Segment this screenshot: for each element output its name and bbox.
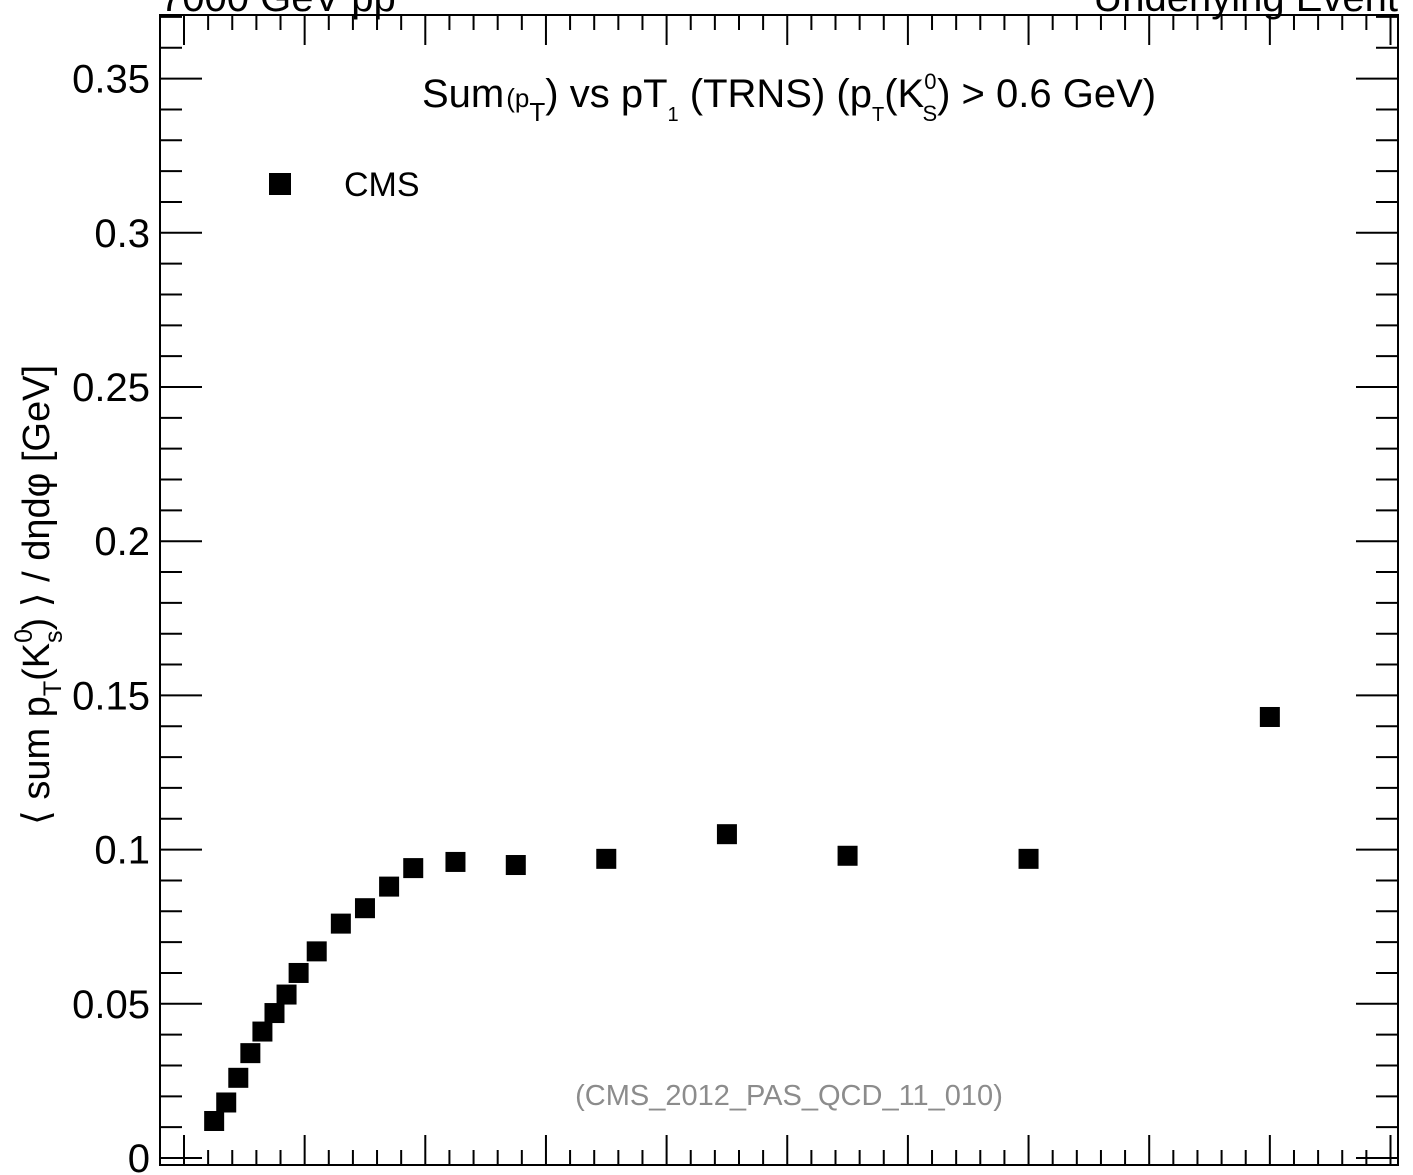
data-point — [403, 858, 424, 879]
y-tick-label: 0.1 — [94, 829, 150, 873]
data-points — [204, 706, 1280, 1131]
data-point — [837, 845, 858, 866]
data-point — [306, 941, 327, 962]
data-point — [354, 898, 375, 919]
y-tick-label: 0.15 — [72, 674, 150, 718]
chart-title: Sum(pT) vs pT1 (TRNS) (pT(K0 S) > 0.6 GeV… — [422, 69, 1156, 127]
y-tick-label: 0.3 — [94, 212, 150, 256]
header-left: 7000 GeV pp — [160, 0, 396, 20]
data-point — [204, 1110, 225, 1131]
y-tick-labels: 0 0.05 0.1 0.15 0.2 0.25 0.3 0.35 — [72, 58, 150, 1175]
data-point — [716, 824, 737, 845]
y-tick-label: 0.35 — [72, 58, 150, 102]
y-tick-label: 0.2 — [94, 520, 150, 564]
data-point — [445, 851, 466, 872]
data-point — [1259, 706, 1280, 727]
data-point — [1018, 848, 1039, 869]
y-tick-label: 0.25 — [72, 366, 150, 410]
y-axis-label: ⟨ sum pT(K0s) ⟩ / dηdφ [GeV] — [10, 365, 68, 825]
data-point — [240, 1043, 261, 1064]
data-point — [505, 855, 526, 876]
data-point — [252, 1021, 273, 1042]
data-point — [276, 984, 297, 1005]
analysis-annotation: (CMS_2012_PAS_QCD_11_010) — [575, 1080, 1003, 1112]
data-point — [330, 913, 351, 934]
legend-marker-cms — [269, 173, 291, 195]
y-tick-label: 0 — [128, 1137, 150, 1175]
data-point — [379, 876, 400, 897]
legend-label-cms: CMS — [344, 166, 420, 204]
data-point — [288, 962, 309, 983]
legend: CMS — [269, 166, 420, 204]
y-tick-label: 0.05 — [72, 983, 150, 1027]
axis-ticks — [160, 15, 1398, 1165]
data-point — [216, 1092, 237, 1113]
data-point — [596, 848, 617, 869]
plot-frame — [159, 14, 1399, 1166]
data-point — [228, 1067, 249, 1088]
data-point — [264, 1003, 285, 1024]
